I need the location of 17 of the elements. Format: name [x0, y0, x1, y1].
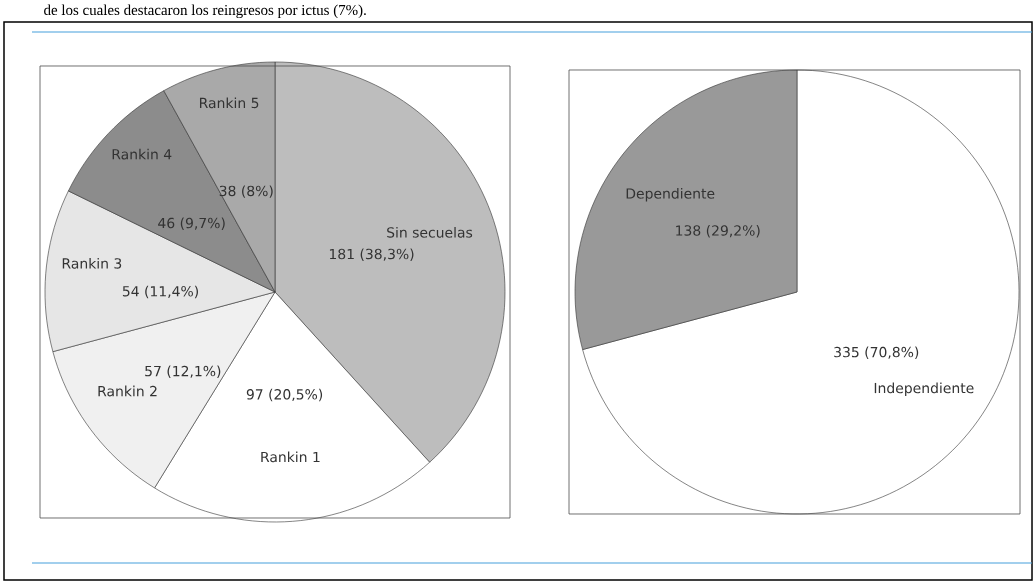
slice-label: Rankin 2 — [98, 385, 157, 397]
data-label: 38 (8%) — [219, 185, 273, 198]
slice-label: Rankin 3 — [62, 257, 122, 269]
slice-label: Dependiente — [626, 187, 715, 202]
slice-label: Rankin 4 — [112, 148, 172, 160]
slice-label: Independiente — [874, 382, 974, 397]
slice-label: Sin secuelas — [387, 226, 473, 238]
data-label: 57 (12,1%) — [145, 365, 221, 378]
data-label: 181 (38,3%) — [329, 248, 414, 261]
slice-label: Rankin 5 — [199, 97, 259, 109]
slice-label: Rankin 1 — [261, 451, 320, 463]
data-label: 46 (9,7%) — [158, 217, 225, 230]
data-label: 97 (20,5%) — [246, 388, 323, 402]
data-label: 54 (11,4%) — [122, 285, 198, 299]
data-label: 335 (70,8%) — [834, 346, 919, 359]
data-label: 138 (29,2%) — [676, 224, 760, 238]
text: de los cuales destacaron los reingresos por ictus (7%). — [44, 4, 366, 19]
